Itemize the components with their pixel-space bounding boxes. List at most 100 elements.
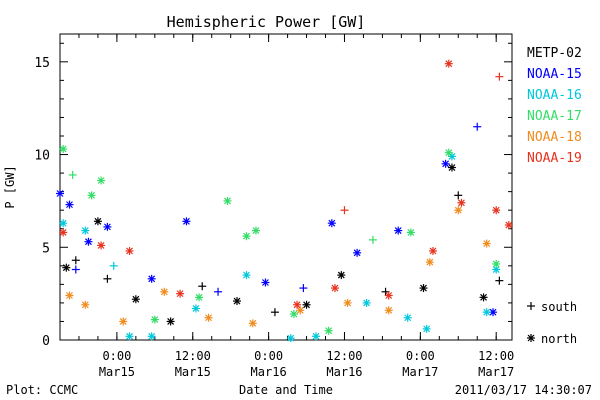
data-point-north: [223, 196, 232, 205]
marker-stroke: [59, 219, 67, 227]
data-point-north: [97, 241, 106, 250]
marker-stroke: [97, 241, 105, 249]
data-point-north: [160, 287, 169, 296]
data-point-north: [84, 237, 93, 246]
series-noaa-19: [59, 59, 513, 309]
marker-stroke: [293, 301, 301, 309]
marker-stroke: [492, 266, 500, 273]
legend-label-south: south: [541, 300, 577, 314]
marker-stroke: [483, 308, 491, 316]
data-point-north: [59, 219, 68, 228]
series-legend: METP-02 NOAA-15 NOAA-16 NOAA-17 NOAA-18 NOAA-…: [527, 46, 582, 166]
marker-stroke: [97, 177, 105, 184]
y-tick-label: 5: [42, 241, 50, 256]
data-point-north: [233, 297, 242, 306]
data-point-north: [454, 206, 463, 215]
data-point-north: [62, 263, 71, 272]
data-point-south: [495, 72, 504, 81]
x-tick-label-time: 0:00: [254, 349, 283, 363]
data-point-north: [343, 298, 352, 307]
marker-stroke: [119, 318, 127, 325]
series-noaa-15: [56, 122, 498, 317]
marker-stroke: [81, 227, 89, 235]
marker-stroke: [445, 149, 453, 157]
data-point-north: [353, 248, 362, 257]
data-point-north: [362, 298, 371, 307]
footer-plot-credit: Plot: CCMC: [6, 383, 78, 397]
x-tick-label-time: 12:00: [478, 349, 514, 363]
marker-stroke: [312, 332, 320, 340]
legend-entry-noaa-18: NOAA-18: [527, 130, 582, 145]
marker-stroke: [148, 275, 156, 283]
marker-stroke: [492, 206, 500, 214]
marker-stroke: [183, 217, 190, 225]
data-point-north: [289, 310, 298, 319]
x-axis-label: Date and Time: [239, 383, 333, 397]
data-point-north: [261, 278, 270, 287]
x-tick-label-date: Mar16: [251, 365, 287, 379]
marker-stroke: [66, 292, 73, 299]
marker-stroke: [290, 310, 298, 318]
data-point-north: [324, 326, 333, 335]
marker-stroke: [483, 240, 491, 247]
marker-stroke: [328, 219, 336, 227]
y-axis-label: P [GW]: [3, 165, 17, 208]
data-point-north: [337, 271, 346, 280]
data-point-north: [251, 226, 260, 235]
marker-stroke: [126, 247, 133, 255]
data-point-north: [131, 295, 140, 304]
marker-stroke: [331, 284, 339, 292]
marker-stroke: [243, 271, 250, 279]
data-point-north: [182, 217, 191, 226]
legend-entry-noaa-16: NOAA-16: [527, 88, 582, 103]
data-point-north: [87, 191, 96, 200]
data-point-north: [419, 284, 428, 293]
marker-stroke: [160, 288, 168, 296]
data-point-north: [103, 222, 112, 231]
marker-stroke: [423, 325, 431, 333]
data-point-south: [109, 261, 118, 270]
x-tick-label-date: Mar16: [326, 365, 362, 379]
marker-stroke: [66, 201, 73, 209]
marker-stroke: [243, 232, 250, 240]
symbol-legend: south north: [527, 300, 577, 346]
y-axis: 0 5 10 15: [34, 42, 512, 349]
data-point-north: [248, 319, 257, 328]
data-point-south: [103, 274, 112, 283]
data-point-north: [403, 313, 412, 322]
x-tick-label-date: Mar15: [99, 365, 135, 379]
x-tick-label-date: Mar17: [478, 365, 514, 379]
marker-stroke: [344, 299, 352, 307]
data-point-north: [204, 313, 213, 322]
data-point-north: [65, 200, 74, 209]
data-point-north: [444, 59, 453, 68]
marker-stroke: [249, 319, 257, 327]
data-point-north: [242, 232, 251, 241]
data-point-north: [125, 332, 134, 341]
data-point-north: [195, 293, 204, 302]
data-point-north: [119, 317, 128, 326]
marker-stroke: [151, 316, 159, 324]
marker-stroke: [404, 314, 412, 322]
data-point-north: [65, 291, 74, 300]
marker-stroke: [252, 227, 260, 235]
marker-stroke: [407, 229, 415, 236]
data-point-north: [302, 300, 311, 309]
plot-frame: [59, 33, 513, 341]
marker-stroke: [458, 199, 465, 207]
x-tick-label-time: 0:00: [102, 349, 131, 363]
marker-stroke: [445, 60, 453, 68]
y-tick-label: 15: [34, 56, 50, 71]
marker-stroke: [85, 238, 92, 246]
data-point-north: [312, 332, 321, 341]
legend-entry-noaa-17: NOAA-17: [527, 109, 582, 124]
data-point-north: [384, 306, 393, 315]
data-point-south: [473, 122, 482, 131]
marker-stroke: [81, 301, 89, 309]
data-point-north: [97, 176, 106, 185]
data-point-south: [454, 191, 463, 200]
data-point-north: [422, 324, 431, 333]
x-tick-label-date: Mar15: [175, 365, 211, 379]
data-point-north: [176, 289, 185, 298]
